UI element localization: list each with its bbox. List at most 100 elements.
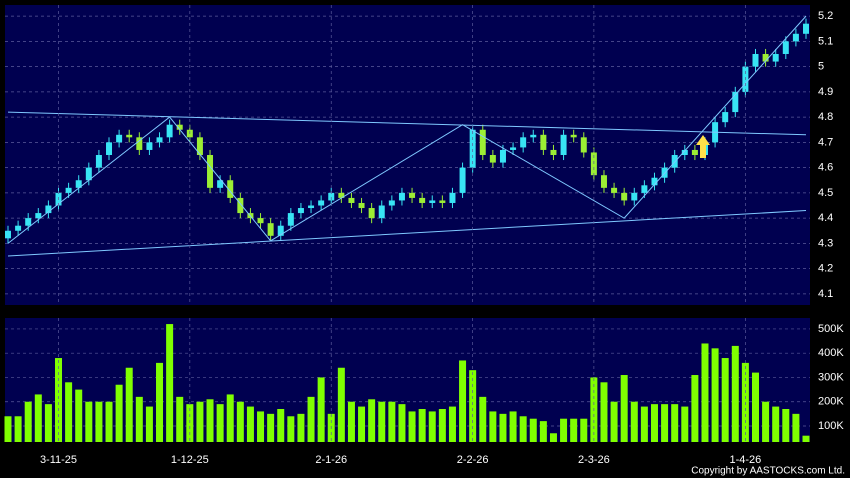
- volume-bar: [549, 433, 557, 442]
- volume-bar: [560, 418, 568, 442]
- candle-body: [318, 200, 325, 206]
- candle-body: [368, 208, 375, 219]
- candle-body: [651, 177, 658, 186]
- candle-body: [25, 218, 32, 226]
- candle-body: [762, 53, 769, 62]
- volume-bar: [792, 413, 800, 442]
- candle-body: [378, 205, 385, 219]
- candle-body: [257, 218, 264, 224]
- volume-bar: [721, 358, 729, 442]
- volume-bar: [196, 401, 204, 442]
- candle-body: [358, 202, 365, 209]
- volume-bar: [772, 406, 780, 442]
- volume-bar: [166, 324, 174, 442]
- candle-body: [429, 200, 436, 203]
- volume-bar: [267, 413, 275, 442]
- volume-bar: [620, 375, 628, 442]
- y-tick-label: 4.3: [818, 237, 833, 249]
- candle-body: [227, 180, 234, 198]
- volume-bar: [277, 408, 285, 442]
- y-tick-label: 400K: [818, 347, 844, 359]
- volume-bar: [711, 348, 719, 442]
- volume-bar: [297, 413, 305, 442]
- volume-bar: [610, 401, 618, 442]
- volume-bar: [358, 406, 366, 442]
- volume-bar: [287, 416, 295, 442]
- candle-body: [75, 180, 82, 188]
- candle-body: [732, 91, 739, 113]
- candle-body: [621, 192, 628, 201]
- y-tick-label: 5.2: [818, 10, 833, 22]
- volume-bar: [701, 343, 709, 442]
- y-tick-label: 4.4: [818, 212, 833, 224]
- candle-body: [85, 167, 92, 181]
- volume-bar: [257, 411, 265, 442]
- volume-bar: [418, 408, 426, 442]
- x-tick-label: 2-1-26: [315, 454, 347, 466]
- y-tick-label: 4.9: [818, 86, 833, 98]
- x-tick-label: 1-4-26: [729, 454, 761, 466]
- volume-bar: [640, 406, 648, 442]
- candle-body: [287, 213, 294, 226]
- price-panel: [5, 5, 810, 305]
- candle-body: [65, 187, 72, 193]
- y-tick-label: 4.5: [818, 187, 833, 199]
- x-tick-label: 2-3-26: [578, 454, 610, 466]
- volume-bar: [751, 372, 759, 442]
- volume-bar: [337, 367, 345, 442]
- candle-body: [439, 200, 446, 203]
- volume-bar: [317, 377, 325, 442]
- x-tick-label: 3-11-25: [40, 454, 77, 466]
- volume-bar: [216, 404, 224, 442]
- candle-body: [772, 53, 779, 62]
- candle-body: [45, 205, 52, 214]
- candle-body: [520, 137, 527, 148]
- candle-body: [459, 167, 466, 193]
- volume-bar: [105, 401, 113, 442]
- arrow: [696, 135, 710, 158]
- volume-bar: [4, 416, 12, 442]
- x-tick-label: 1-12-25: [171, 454, 209, 466]
- candle-body: [691, 149, 698, 155]
- candle-body: [641, 185, 648, 193]
- volume-bar: [378, 401, 386, 442]
- volume-bar: [570, 418, 578, 442]
- candle-body: [782, 41, 789, 54]
- candle-body: [600, 175, 607, 188]
- volume-bar: [135, 396, 143, 442]
- volume-bar: [156, 362, 164, 442]
- plot-layer: 4.1 4.2 4.3 4.4 4.5 4.6 4.7 4.8 4.9 5 5.1 5.2 100K 20…: [4, 5, 844, 466]
- candle-body: [106, 142, 113, 155]
- y-tick-label: 300K: [818, 371, 844, 383]
- candle-body: [469, 129, 476, 168]
- trend-line: [7, 210, 807, 257]
- volume-bar: [55, 358, 63, 442]
- y-tick-label: 200K: [818, 396, 844, 408]
- volume-bar: [75, 389, 83, 442]
- volume-bar: [368, 399, 376, 442]
- volume-bar: [115, 384, 123, 442]
- candle-body: [328, 192, 335, 201]
- candle-body: [156, 137, 163, 143]
- candle-body: [398, 192, 405, 201]
- candle-body: [449, 192, 456, 203]
- candle-body: [348, 197, 355, 203]
- y-tick-label: 4.2: [818, 263, 833, 275]
- volume-bar: [691, 375, 699, 442]
- volume-bar: [600, 382, 608, 442]
- candle-body: [126, 134, 133, 138]
- candle-body: [237, 197, 244, 214]
- volume-bar: [459, 360, 467, 442]
- candle-body: [338, 192, 345, 198]
- candle-body: [479, 129, 486, 155]
- volume-bar: [479, 396, 487, 442]
- volume-bar: [469, 370, 477, 442]
- candle-body: [611, 187, 618, 193]
- candle-body: [217, 180, 224, 188]
- candle-body: [499, 149, 506, 163]
- volume-bar: [145, 406, 153, 442]
- volume-bar: [519, 416, 527, 442]
- volume-bar: [731, 345, 739, 442]
- volume-bar: [388, 401, 396, 442]
